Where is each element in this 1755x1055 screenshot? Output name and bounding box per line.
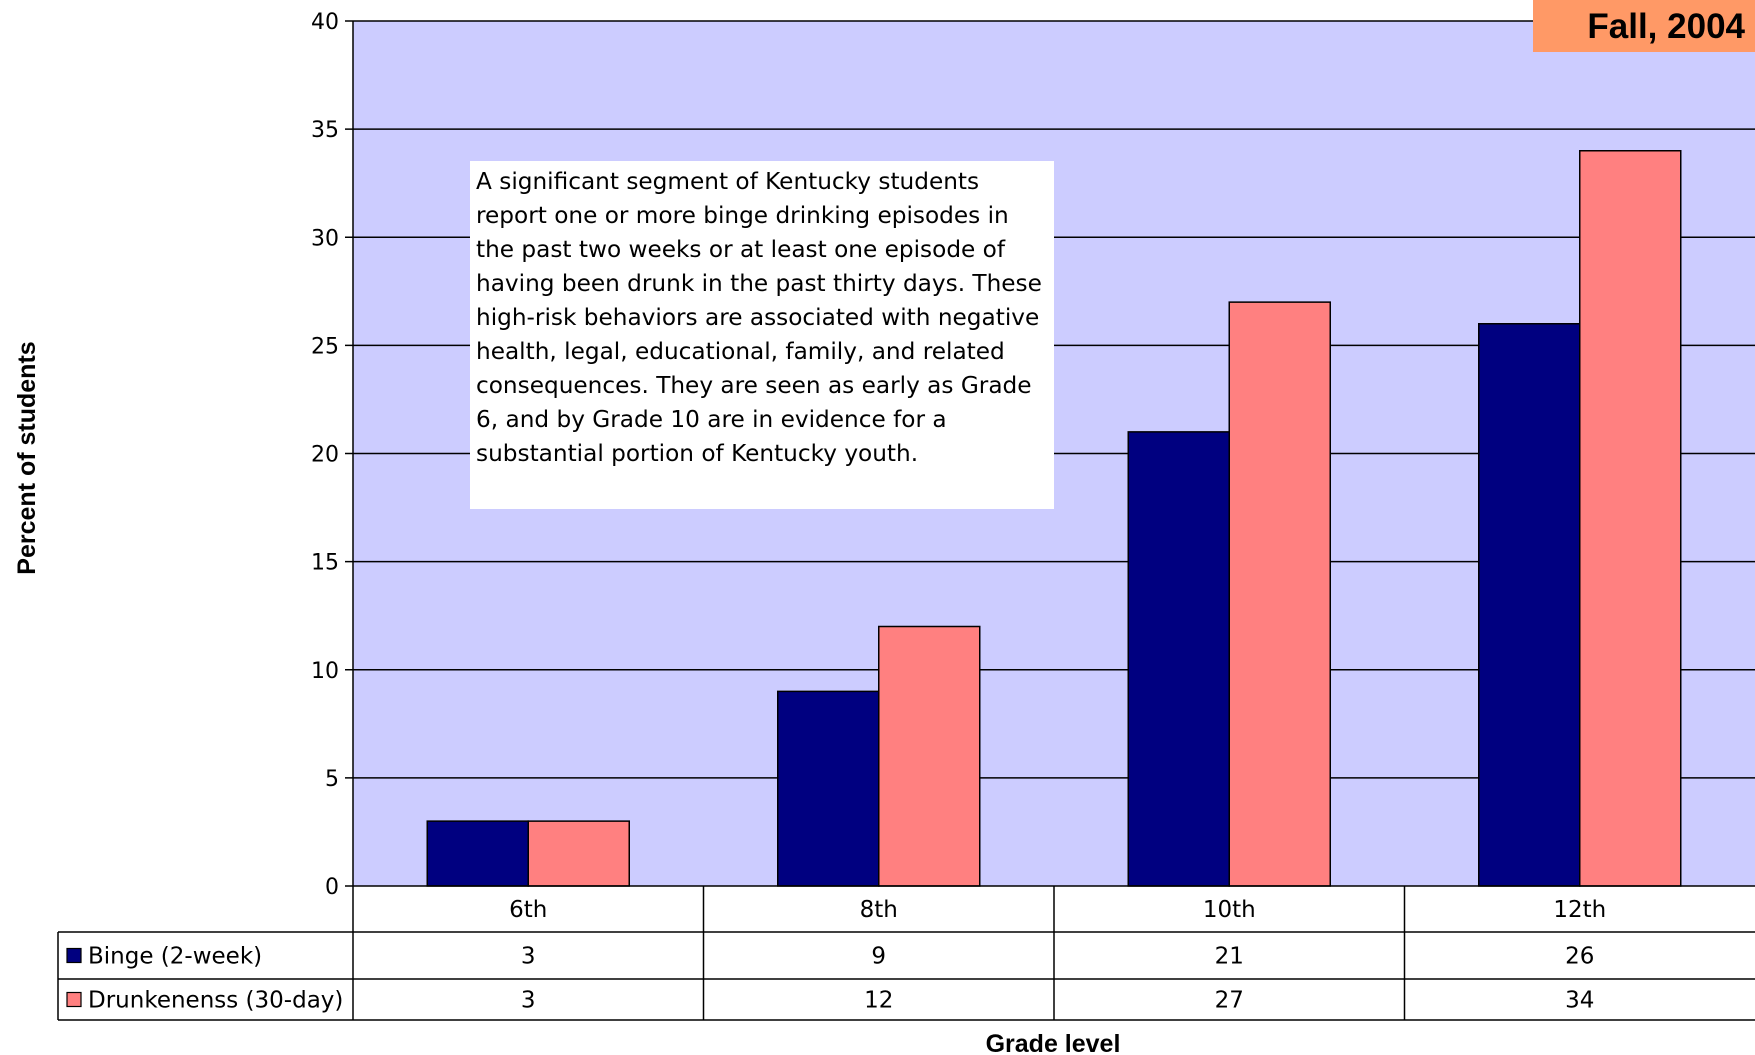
legend-key [66,991,82,1008]
data-table: 6th 8th 10th 12th Binge (2-week) 3 9 21 26 Drunke… [57,885,1755,1021]
table-cell-value: 34 [1565,988,1594,1014]
legend-key [66,947,82,964]
date-badge [1533,0,1755,52]
bar-drunkenness [1579,150,1682,887]
y-tick-label: 10 [311,659,339,684]
bar-binge [1127,431,1230,887]
x-category-label: 10th [1203,897,1256,923]
table-cell-value: 26 [1565,944,1594,970]
x-axis-title: Grade level [986,1030,1121,1055]
bar-binge [1478,323,1581,887]
y-tick-label: 30 [311,226,339,251]
table-cell-value: 3 [521,988,536,1014]
bar-drunkenness [1228,301,1331,887]
table-cell-value: 21 [1215,944,1244,970]
series-name: Binge (2-week) [88,944,262,970]
table-cell-value: 12 [864,988,893,1014]
y-axis-ticks: 0 5 10 15 20 25 30 35 40 [311,10,353,900]
y-tick-label: 20 [311,443,339,468]
y-axis-title: Percent of students [13,341,41,574]
bar-drunkenness [878,625,981,887]
table-cell-value: 9 [871,944,886,970]
y-tick-label: 5 [325,767,339,792]
bar-binge [426,820,529,887]
x-category-label: 12th [1553,897,1606,923]
bar-binge [777,690,880,887]
y-tick-label: 15 [311,551,339,576]
y-tick-label: 0 [325,875,339,900]
date-badge-label: Fall, 2004 [1587,7,1745,46]
y-tick-label: 25 [311,334,339,359]
y-tick-label: 35 [311,118,339,143]
annotation-text: A significant segment of Kentucky studen… [476,168,1042,467]
table-cell-value: 3 [521,944,536,970]
x-category-label: 8th [860,897,898,923]
bars [426,150,1682,887]
bar-drunkenness [527,820,630,887]
table-cell-value: 27 [1215,988,1244,1014]
series-name: Drunkenenss (30-day) [88,988,343,1014]
annotation-box: A significant segment of Kentucky studen… [470,161,1054,509]
y-tick-label: 40 [311,10,339,35]
x-category-label: 6th [509,897,547,923]
